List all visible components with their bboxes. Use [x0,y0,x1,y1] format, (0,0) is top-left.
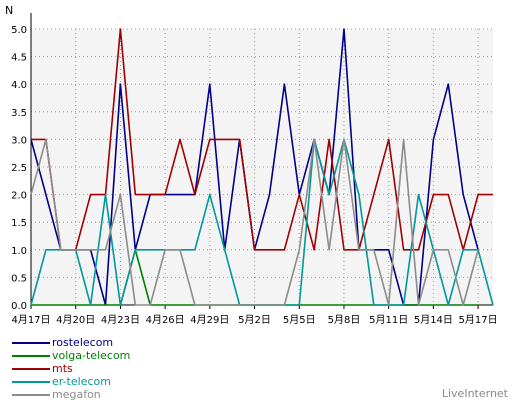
x-tick-label: 4月20日 [56,314,95,326]
legend-swatch-mts [12,368,50,370]
y-tick-label: 5.0 [11,25,27,36]
y-tick-label: 1.5 [11,218,27,229]
legend-swatch-megafon [12,394,50,396]
series-line-megafon [30,138,479,306]
x-tick-label: 5月5日 [283,314,316,326]
y-tick-label: 0.0 [11,301,27,312]
x-tick-label: 4月26日 [146,314,185,326]
y-tick-label: 2.0 [11,191,27,202]
x-tick-label: 4月17日 [11,314,50,326]
y-tick-label: 1.0 [11,246,27,257]
y-tick-label: 0.5 [11,273,27,284]
y-tick-label: 2.5 [11,163,27,174]
x-tick-label: 5月11日 [369,314,408,326]
legend-swatch-volga-telecom [12,355,50,357]
x-tick-label: 5月14日 [414,314,453,326]
x-tick-label: 4月23日 [101,314,140,326]
x-tick-label: 5月17日 [459,314,498,326]
legend-label-megafon: megafon [52,388,101,401]
x-tick-label: 5月2日 [238,314,271,326]
y-tick-label: 3.0 [11,135,27,146]
y-tick-label: 4.0 [11,80,27,91]
watermark: LiveInternet [441,387,508,400]
legend-label-rostelecom: rostelecom [52,336,114,349]
x-tick-label: 5月8日 [328,314,361,326]
legend-label-volga-telecom: volga-telecom [52,349,131,362]
y-axis-label: N [5,4,13,17]
legend-label-er-telecom: er-telecom [52,375,111,388]
x-tick-label: 4月29日 [190,314,229,326]
legend-swatch-rostelecom [12,342,50,344]
legend-label-mts: mts [52,362,73,375]
series-line-mts [31,28,493,251]
legend-swatch-er-telecom [12,381,50,383]
y-tick-label: 4.5 [11,53,27,64]
y-tick-label: 3.5 [11,108,27,119]
